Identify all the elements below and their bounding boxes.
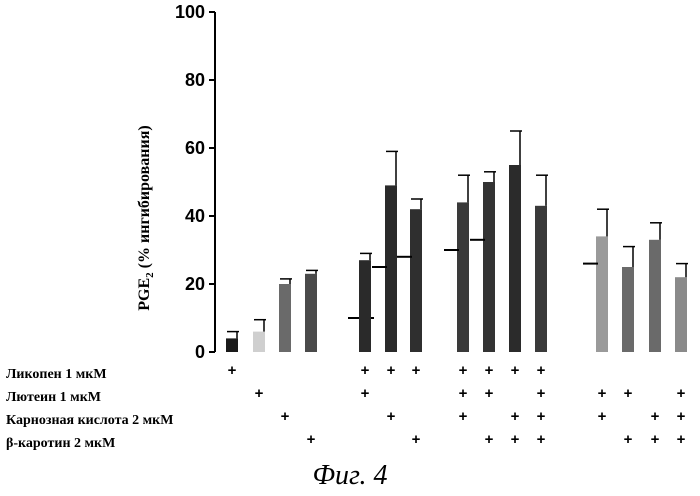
combination-plus-mark: + bbox=[624, 385, 633, 402]
bar bbox=[622, 267, 634, 352]
figure-caption: Фиг. 4 bbox=[312, 460, 388, 491]
bar bbox=[359, 260, 371, 352]
combination-plus-mark: + bbox=[511, 408, 520, 425]
bar bbox=[535, 205, 547, 352]
combination-plus-mark: + bbox=[255, 385, 264, 402]
combination-plus-mark: + bbox=[459, 362, 468, 379]
combination-plus-mark: + bbox=[412, 431, 421, 448]
bar bbox=[509, 165, 521, 352]
combination-plus-mark: + bbox=[228, 362, 237, 379]
y-tick-label: 0 bbox=[195, 342, 205, 362]
combination-plus-mark: + bbox=[387, 408, 396, 425]
bar bbox=[649, 239, 661, 352]
combination-plus-mark: + bbox=[677, 431, 686, 448]
combination-plus-mark: + bbox=[511, 362, 520, 379]
combination-plus-mark: + bbox=[459, 385, 468, 402]
row-label-lutein: Лютеин 1 мкМ bbox=[6, 390, 101, 405]
y-tick-label: 100 bbox=[175, 2, 205, 22]
combination-plus-mark: + bbox=[537, 385, 546, 402]
bar bbox=[226, 338, 238, 352]
bar bbox=[305, 273, 317, 352]
bar bbox=[596, 236, 608, 352]
bar bbox=[279, 284, 291, 352]
combination-plus-mark: + bbox=[677, 385, 686, 402]
row-label-beta-carotene: β-каротин 2 мкМ bbox=[6, 436, 116, 451]
combination-plus-mark: + bbox=[537, 408, 546, 425]
combination-plus-mark: + bbox=[537, 431, 546, 448]
combination-plus-mark: + bbox=[537, 362, 546, 379]
combination-plus-mark: + bbox=[651, 408, 660, 425]
combination-plus-mark: + bbox=[677, 408, 686, 425]
combination-plus-mark: + bbox=[412, 362, 421, 379]
combination-plus-mark: + bbox=[281, 408, 290, 425]
y-tick-label: 20 bbox=[185, 274, 205, 294]
combination-plus-mark: + bbox=[624, 431, 633, 448]
y-tick-label: 80 bbox=[185, 70, 205, 90]
combination-plus-mark: + bbox=[511, 431, 520, 448]
combination-plus-mark: + bbox=[485, 431, 494, 448]
combination-plus-mark: + bbox=[651, 431, 660, 448]
bar bbox=[675, 277, 687, 352]
combination-plus-mark: + bbox=[485, 385, 494, 402]
bar bbox=[410, 209, 422, 352]
bar bbox=[457, 202, 469, 352]
combination-plus-mark: + bbox=[361, 385, 370, 402]
combination-plus-mark: + bbox=[598, 385, 607, 402]
y-tick-label: 60 bbox=[185, 138, 205, 158]
bar bbox=[483, 182, 495, 352]
bar bbox=[385, 185, 397, 352]
combination-plus-mark: + bbox=[387, 362, 396, 379]
y-axis-label: PGE2 (% ингибирования) bbox=[135, 125, 157, 311]
combination-plus-mark: + bbox=[485, 362, 494, 379]
combination-plus-mark: + bbox=[459, 408, 468, 425]
row-label-carnosic-acid: Карнозная кислота 2 мкМ bbox=[6, 413, 174, 428]
combination-plus-mark: + bbox=[361, 362, 370, 379]
combination-plus-mark: + bbox=[598, 408, 607, 425]
row-label-lycopene: Ликопен 1 мкМ bbox=[6, 367, 107, 382]
combination-plus-mark: + bbox=[307, 431, 316, 448]
y-tick-label: 40 bbox=[185, 206, 205, 226]
bar bbox=[253, 331, 265, 352]
